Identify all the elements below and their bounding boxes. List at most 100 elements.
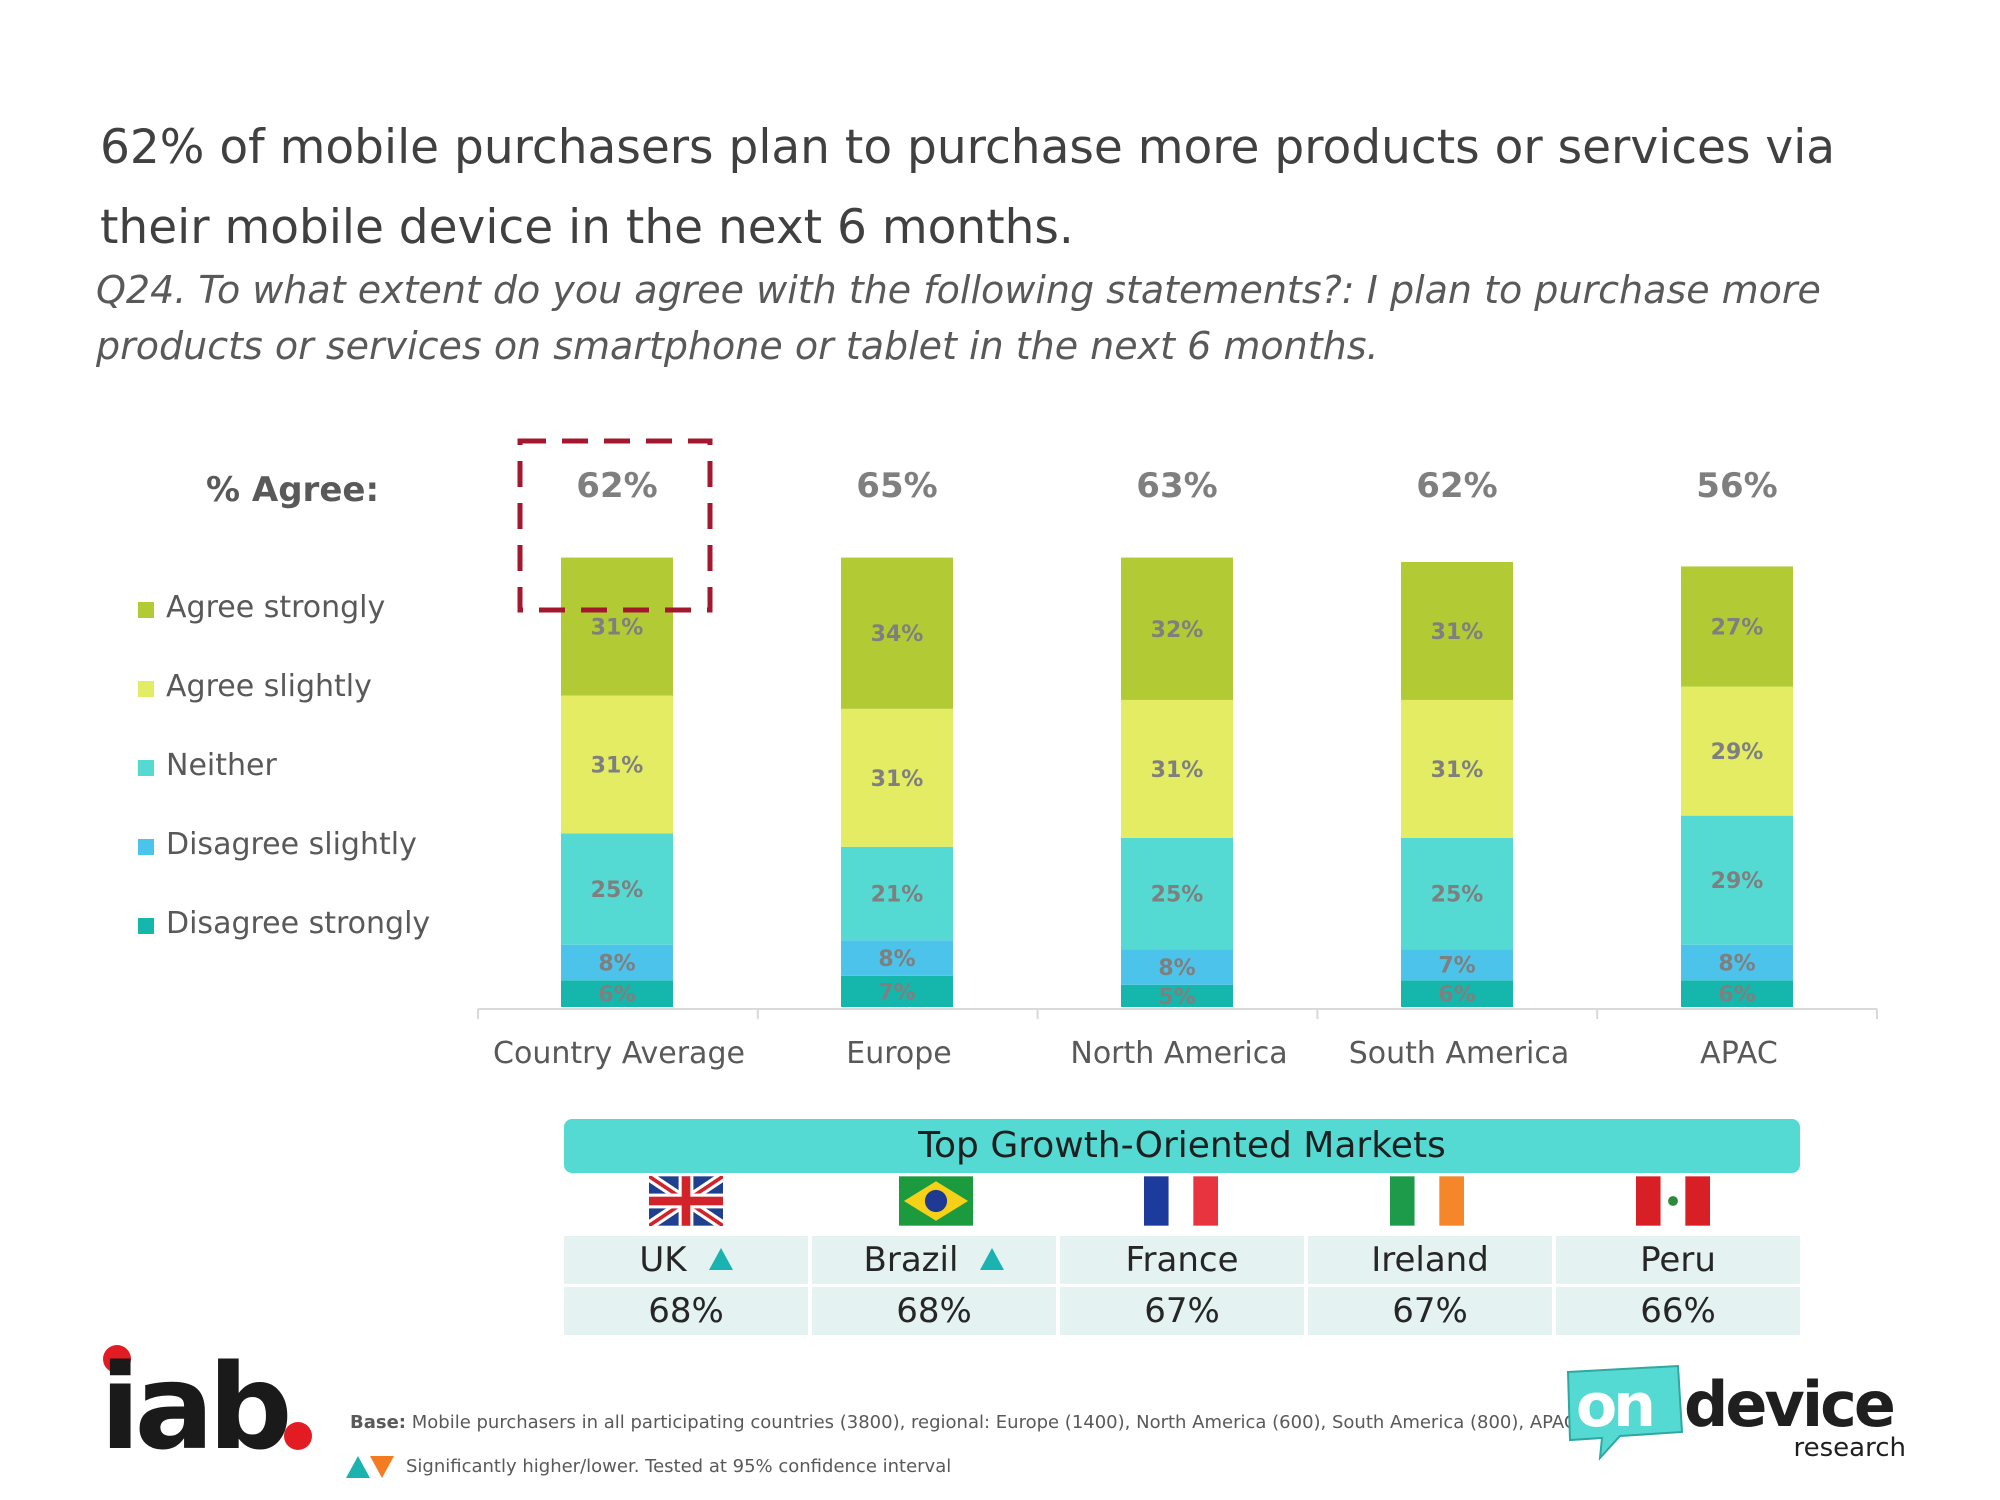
market-name-ireland: Ireland xyxy=(1308,1236,1552,1284)
svg-text:device: device xyxy=(1684,1368,1894,1441)
bar-segment-disagree-strongly xyxy=(561,980,673,1007)
bar-segment-disagree-slightly xyxy=(561,944,673,981)
agree-total-label: 62% xyxy=(576,466,657,506)
data-label: 27% xyxy=(1711,616,1764,641)
data-label: 6% xyxy=(1718,983,1755,1008)
data-label: 6% xyxy=(1438,983,1475,1008)
market-name-peru: Peru xyxy=(1556,1236,1800,1284)
footer-base-note: Base: Mobile purchasers in all participa… xyxy=(350,1412,1642,1433)
legend-swatch xyxy=(138,839,154,855)
data-label: 5% xyxy=(1158,985,1195,1010)
bar-segment-disagree-slightly xyxy=(1401,949,1513,981)
market-value-france: 67% xyxy=(1060,1287,1304,1335)
data-label: 25% xyxy=(1151,883,1204,908)
data-label: 32% xyxy=(1151,618,1204,643)
bar-segment-agree-slightly xyxy=(1401,699,1513,838)
legend-label: Disagree strongly xyxy=(166,906,431,941)
data-label: 8% xyxy=(598,952,635,977)
svg-text:iab: iab xyxy=(100,1340,288,1455)
bar-segment-neither xyxy=(1121,837,1233,950)
ireland-flag-icon xyxy=(1390,1176,1464,1226)
agree-total-label: 62% xyxy=(1416,466,1497,506)
svg-text:on: on xyxy=(1576,1371,1652,1441)
bar-segment-disagree-strongly xyxy=(1681,980,1793,1007)
page-title: 62% of mobile purchasers plan to purchas… xyxy=(100,120,1836,255)
market-name-uk: UK xyxy=(564,1236,808,1284)
bar-segment-agree-strongly xyxy=(841,557,953,709)
significantly-higher-icon xyxy=(346,1456,370,1478)
x-tick-label: APAC xyxy=(1700,1036,1778,1071)
bar-segment-agree-strongly xyxy=(1121,557,1233,700)
legend-swatch xyxy=(138,760,154,776)
x-tick-label: North America xyxy=(1070,1036,1287,1071)
market-value-uk: 68% xyxy=(564,1287,808,1335)
bar-segment-disagree-strongly xyxy=(1121,984,1233,1007)
data-label: 21% xyxy=(871,883,924,908)
data-label: 34% xyxy=(871,622,924,647)
data-label: 29% xyxy=(1711,869,1764,894)
data-label: 31% xyxy=(1151,758,1204,783)
bar-segment-neither xyxy=(1681,815,1793,945)
market-name-brazil: Brazil xyxy=(812,1236,1056,1284)
agree-total-label: 63% xyxy=(1136,466,1217,506)
bar-segment-agree-strongly xyxy=(1681,566,1793,687)
agree-total-label: 65% xyxy=(856,466,937,506)
base-label: Base: xyxy=(350,1412,406,1433)
data-label: 7% xyxy=(1438,954,1475,979)
data-label: 29% xyxy=(1711,740,1764,765)
market-value-peru: 66% xyxy=(1556,1287,1800,1335)
legend-label: Disagree slightly xyxy=(166,827,417,862)
data-label: 8% xyxy=(878,947,915,972)
market-name: Ireland xyxy=(1371,1240,1489,1280)
data-label: 8% xyxy=(1718,952,1755,977)
legend-swatch xyxy=(138,681,154,697)
data-label: 6% xyxy=(598,983,635,1008)
ondevice-sub-text: research xyxy=(1794,1433,1906,1463)
highlight-dashed-box xyxy=(517,438,713,613)
data-label: 25% xyxy=(591,878,644,903)
agree-label: % Agree: xyxy=(206,470,380,510)
data-label: 31% xyxy=(591,616,644,641)
data-label: 31% xyxy=(871,767,924,792)
x-tick-label: South America xyxy=(1349,1036,1569,1071)
data-label: 31% xyxy=(591,753,644,778)
significantly-lower-icon xyxy=(370,1456,394,1478)
uk-flag-icon xyxy=(649,1176,723,1226)
market-names-row: UK Brazil France Ireland Peru xyxy=(564,1236,1800,1286)
bar-segment-agree-strongly xyxy=(561,557,673,696)
market-name-france: France xyxy=(1060,1236,1304,1284)
x-tick-label: Europe xyxy=(846,1036,952,1071)
brazil-flag-icon xyxy=(899,1176,973,1226)
legend-label: Agree slightly xyxy=(166,669,372,704)
bar-segment-disagree-slightly xyxy=(1681,944,1793,981)
data-label: 25% xyxy=(1431,883,1484,908)
bar-segment-neither xyxy=(1401,837,1513,950)
significance-text: Significantly higher/lower. Tested at 95… xyxy=(406,1456,952,1477)
france-flag-icon xyxy=(1144,1176,1218,1226)
market-value-ireland: 67% xyxy=(1308,1287,1552,1335)
bar-segment-neither xyxy=(841,846,953,941)
bar-segment-disagree-slightly xyxy=(841,940,953,976)
bar-segment-disagree-slightly xyxy=(1121,949,1233,985)
x-tick-label: Country Average xyxy=(493,1036,745,1071)
base-text: Mobile purchasers in all participating c… xyxy=(406,1412,1642,1433)
bar-segment-neither xyxy=(561,833,673,945)
bar-segment-agree-slightly xyxy=(1121,699,1233,838)
iab-logo: iab xyxy=(100,1340,312,1455)
legend-swatch xyxy=(138,918,154,934)
data-label: 31% xyxy=(1431,758,1484,783)
market-name: Brazil xyxy=(863,1240,959,1280)
data-label: 7% xyxy=(878,980,915,1005)
bar-segment-disagree-strongly xyxy=(841,975,953,1007)
ondevice-research-logo: on device research xyxy=(1566,1364,1906,1463)
bar-segment-disagree-strongly xyxy=(1401,980,1513,1007)
legend-label: Agree strongly xyxy=(166,590,386,625)
bar-segment-agree-slightly xyxy=(1681,686,1793,816)
legend-swatch xyxy=(138,602,154,618)
footer-significance-note: Significantly higher/lower. Tested at 95… xyxy=(346,1456,951,1478)
data-label: 8% xyxy=(1158,956,1195,981)
bar-segment-agree-slightly xyxy=(841,708,953,847)
growth-markets-header: Top Growth-Oriented Markets xyxy=(564,1119,1800,1173)
market-name: France xyxy=(1125,1240,1239,1280)
bar-segment-agree-strongly xyxy=(1401,562,1513,700)
